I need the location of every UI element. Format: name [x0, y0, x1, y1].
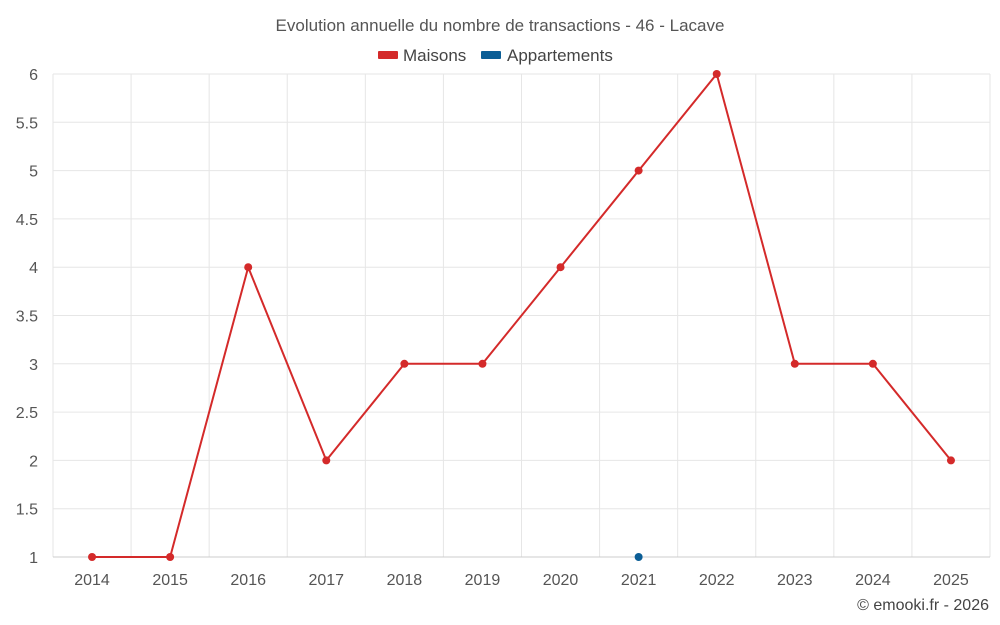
chart-title: Evolution annuelle du nombre de transact…	[276, 16, 725, 35]
y-tick-label: 2	[29, 453, 38, 470]
y-tick-label: 6	[29, 67, 38, 84]
data-point-maisons-2019[interactable]	[478, 359, 487, 368]
legend[interactable]: Maisons Appartements	[378, 46, 613, 65]
x-tick-label: 2024	[855, 572, 891, 589]
credit: © emooki.fr - 2026	[857, 597, 989, 614]
y-tick-label: 1.5	[16, 502, 38, 519]
y-tick-label: 5.5	[16, 115, 38, 132]
grid	[52, 73, 991, 557]
series-line-maisons	[92, 73, 952, 558]
legend-item-appartements[interactable]: Appartements	[481, 46, 613, 65]
x-tick-label: 2019	[465, 572, 501, 589]
data-point-maisons-2018[interactable]	[400, 359, 409, 368]
y-tick-label: 4.5	[16, 212, 38, 229]
data-point-maisons-2014[interactable]	[88, 553, 97, 561]
data-point-maisons-2025[interactable]	[946, 456, 955, 465]
data-point-maisons-2016[interactable]	[244, 263, 253, 272]
axes: 1 1.5 2 2.5 3 3.5 4 4.5 5 5.5 6 2014 2015 2016 2017 201…	[16, 67, 990, 589]
legend-swatch-maisons	[378, 51, 398, 59]
y-tick-label: 3	[29, 357, 38, 374]
x-tick-label: 2022	[699, 572, 735, 589]
x-tick-label: 2020	[543, 572, 579, 589]
data-point-maisons-2024[interactable]	[868, 359, 877, 368]
x-tick-label: 2023	[777, 572, 813, 589]
x-tick-label: 2021	[621, 572, 657, 589]
y-tick-label: 2.5	[16, 405, 38, 422]
data-point-maisons-2017[interactable]	[322, 456, 331, 465]
x-tick-label: 2016	[230, 572, 266, 589]
legend-swatch-appartements	[481, 51, 501, 59]
x-tick-label: 2014	[74, 572, 110, 589]
data-point-maisons-2022[interactable]	[712, 70, 721, 78]
legend-label-maisons: Maisons	[403, 46, 466, 65]
data-point-appartements-2021[interactable]	[634, 553, 643, 561]
data-point-maisons-2020[interactable]	[556, 263, 565, 272]
x-tick-label: 2025	[933, 572, 969, 589]
data-point-maisons-2021[interactable]	[634, 166, 643, 175]
y-tick-label: 5	[29, 164, 38, 181]
y-tick-label: 3.5	[16, 309, 38, 326]
x-tick-label: 2015	[152, 572, 188, 589]
y-tick-label: 1	[29, 550, 38, 567]
legend-label-appartements: Appartements	[507, 46, 613, 65]
x-tick-label: 2017	[308, 572, 344, 589]
data-point-maisons-2015[interactable]	[166, 553, 175, 561]
legend-item-maisons[interactable]: Maisons	[378, 46, 466, 65]
x-tick-label: 2018	[387, 572, 423, 589]
y-tick-label: 4	[29, 260, 38, 277]
data-point-maisons-2023[interactable]	[790, 359, 799, 368]
plot-area	[88, 70, 955, 561]
